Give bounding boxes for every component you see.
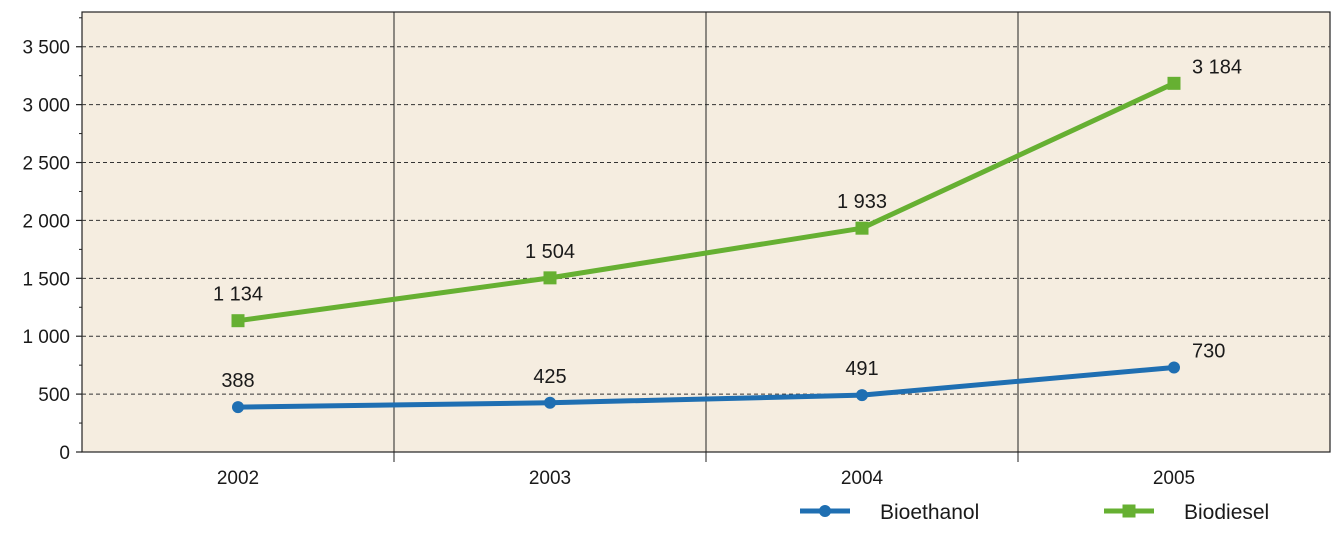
series-line-bioethanol xyxy=(237,364,1175,410)
y-tick-label: 0 xyxy=(59,443,70,464)
data-point xyxy=(855,221,869,235)
legend: Bioethanol Biodiesel xyxy=(800,501,1269,524)
x-tick-label: 2004 xyxy=(841,468,884,489)
series-line-biodiesel xyxy=(237,81,1176,324)
data-label: 730 xyxy=(1192,340,1225,362)
y-tick-label: 500 xyxy=(38,385,70,406)
legend-marker xyxy=(1122,504,1136,518)
y-tick-label: 3 500 xyxy=(22,38,70,59)
legend-marker xyxy=(819,505,831,517)
y-tick-label: 2 000 xyxy=(22,211,70,232)
series-group xyxy=(231,76,1181,414)
data-point xyxy=(1168,361,1180,374)
data-labels: 388 425 491 730 1 134 1 504 1 933 3 184 xyxy=(213,56,1242,392)
y-tick-label: 2 500 xyxy=(22,154,70,175)
legend-label: Bioethanol xyxy=(880,501,979,524)
y-tick-label: 1 000 xyxy=(22,327,70,348)
legend-label: Biodiesel xyxy=(1184,501,1269,524)
data-label: 3 184 xyxy=(1192,56,1242,78)
data-point xyxy=(856,389,868,402)
data-label: 388 xyxy=(221,370,254,392)
category-dividers xyxy=(393,12,1019,462)
y-axis: 0 500 1 000 1 500 2 000 2 500 3 000 3 500 xyxy=(22,17,82,464)
data-label: 425 xyxy=(533,366,566,388)
data-point xyxy=(1167,76,1181,90)
data-point xyxy=(231,314,245,328)
data-label: 491 xyxy=(845,358,878,380)
data-label: 1 134 xyxy=(213,284,263,306)
data-point xyxy=(544,396,556,409)
data-point xyxy=(543,271,557,285)
x-tick-label: 2002 xyxy=(217,468,259,489)
y-tick-label: 1 500 xyxy=(22,269,70,290)
data-label: 1 504 xyxy=(525,241,575,263)
x-tick-label: 2005 xyxy=(1153,468,1195,489)
y-tick-label: 3 000 xyxy=(22,96,70,117)
data-label: 1 933 xyxy=(837,191,887,213)
data-point xyxy=(232,401,244,414)
x-tick-label: 2003 xyxy=(529,468,571,489)
x-axis: 2002 2003 2004 2005 xyxy=(217,468,1195,489)
